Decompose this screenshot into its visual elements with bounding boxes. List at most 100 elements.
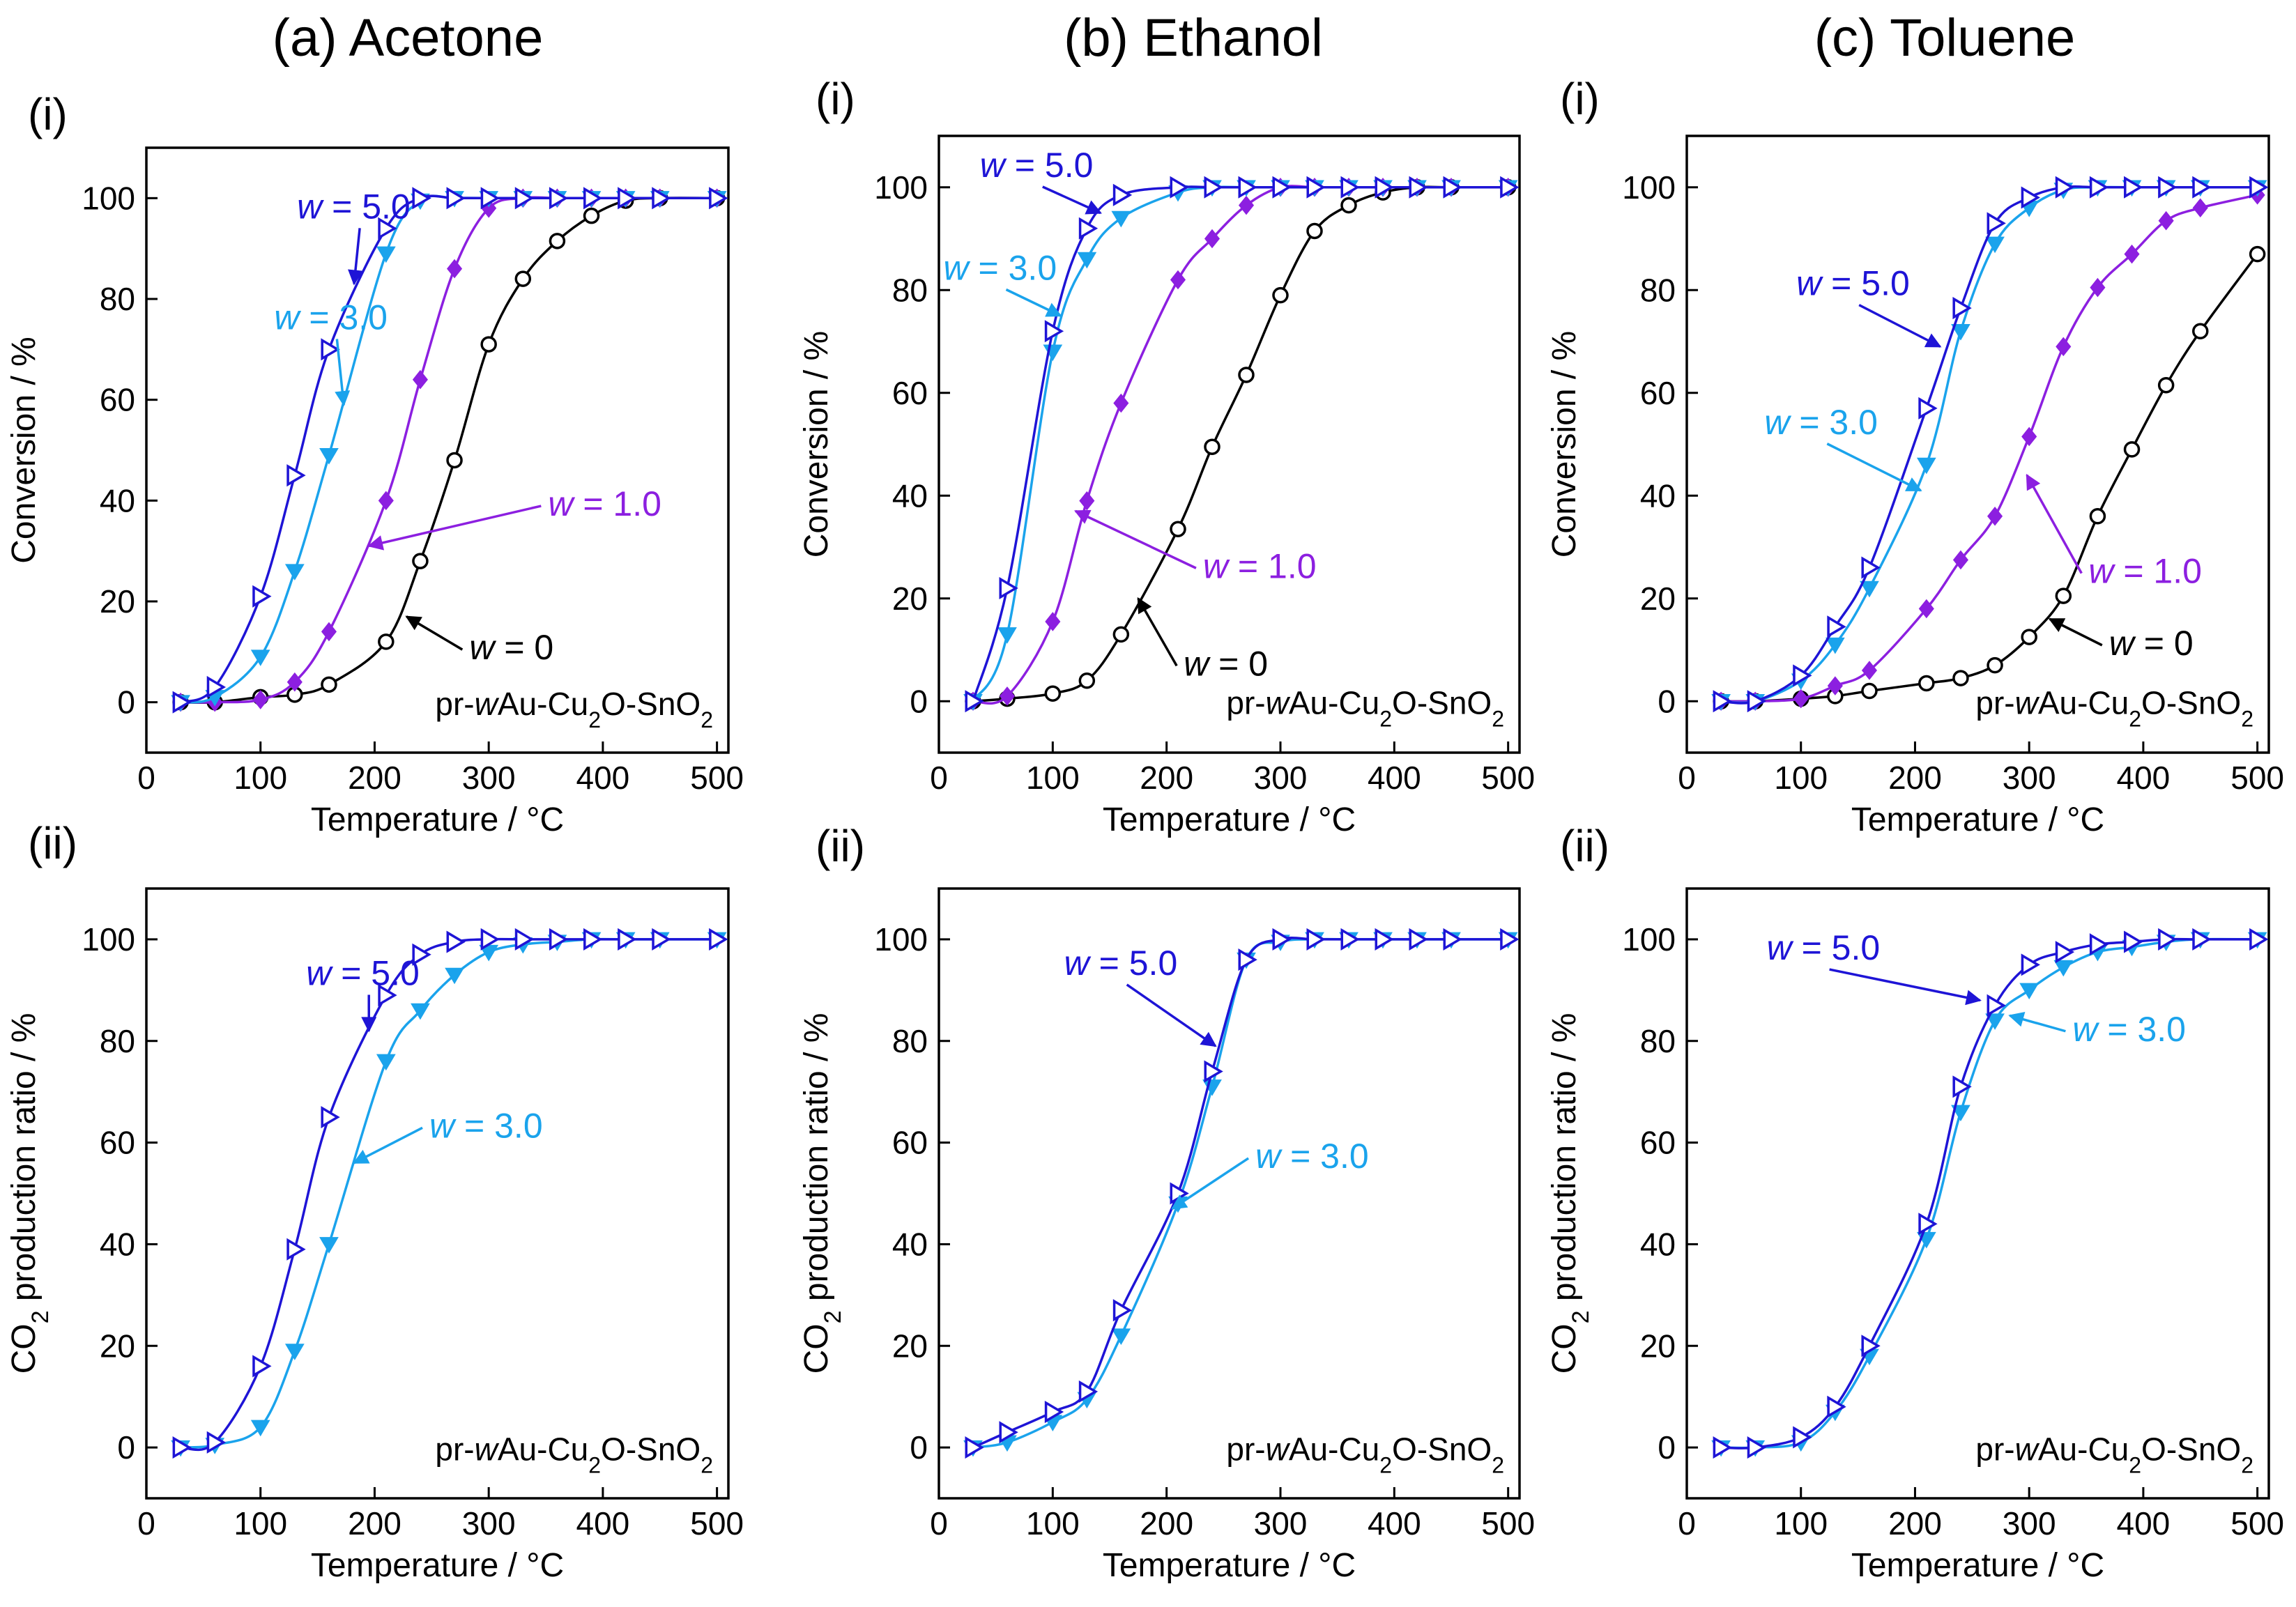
- x-tick-label-a-i-200: 200: [348, 760, 401, 796]
- data-point-c-i-w1-300: [2021, 426, 2037, 447]
- row-tag-i-ethanol: (i): [816, 74, 855, 124]
- annotation-label-c-i-w0: w = 0: [2109, 624, 2194, 663]
- column-title-ethanol: (b) Ethanol: [1064, 8, 1323, 68]
- data-point-a-ii-w3-270: [445, 967, 464, 985]
- y-tick-label-b-ii-0: 0: [910, 1429, 928, 1466]
- data-point-c-ii-w5-450: [2192, 928, 2212, 951]
- data-point-c-i-w5-450: [2192, 176, 2212, 199]
- data-point-a-ii-w3-210: [376, 1054, 396, 1071]
- y-tick-label-c-i-20: 20: [1640, 580, 1676, 617]
- plot-frame-b-ii: [937, 887, 1521, 1500]
- x-tick-label-a-ii-500: 500: [690, 1505, 744, 1541]
- x-tick-label-b-ii-500: 500: [1481, 1505, 1535, 1541]
- data-point-b-ii-w3-160: [1111, 1328, 1131, 1346]
- data-point-a-ii-w5-300: [480, 928, 500, 951]
- data-point-b-i-w5-420: [1409, 176, 1428, 199]
- annotation-label-c-ii-w3: w = 3.0: [2072, 1010, 2186, 1049]
- data-point-c-i-w1-270: [1987, 506, 2003, 526]
- y-axis-title-c-i: Conversion / %: [1546, 331, 1583, 558]
- data-point-a-i-w5-130: [286, 464, 306, 487]
- data-point-b-ii-w5-30: [965, 1436, 984, 1459]
- data-point-a-i-w3-160: [319, 447, 339, 465]
- data-point-b-i-w0-160: [1112, 626, 1130, 643]
- data-point-a-i-w0-270: [446, 452, 463, 469]
- data-point-a-i-w5-360: [549, 187, 569, 210]
- data-point-b-ii-w5-360: [1340, 928, 1360, 951]
- x-tick-label-b-i-400: 400: [1368, 760, 1421, 796]
- y-tick-label-c-ii-40: 40: [1640, 1226, 1676, 1262]
- x-tick-label-c-i-400: 400: [2117, 760, 2171, 796]
- series-line-c-i-w5: [1721, 185, 2258, 705]
- data-point-b-i-w1-270: [1238, 195, 1255, 215]
- data-point-c-ii-w5-100: [1793, 1426, 1812, 1449]
- x-tick-label-b-i-500: 500: [1481, 760, 1535, 796]
- y-tick-label-a-ii-40: 40: [100, 1226, 135, 1262]
- annotation-arrow-b-ii-w3: [1170, 1157, 1250, 1210]
- data-point-c-i-w0-330: [2055, 587, 2072, 604]
- data-point-b-i-w5-390: [1375, 176, 1394, 199]
- row-tag-i-acetone: (i): [28, 89, 68, 139]
- data-point-a-i-w1-240: [412, 369, 428, 390]
- data-point-c-i-w5-240: [1952, 297, 1972, 320]
- data-point-c-ii-w3-240: [1951, 1105, 1970, 1122]
- series-line-a-i-w0: [181, 197, 717, 704]
- data-point-a-i-w1-160: [321, 622, 337, 642]
- data-point-a-ii-w3-100: [250, 1420, 270, 1437]
- data-point-c-i-w5-30: [1713, 690, 1732, 713]
- annotation-arrow-c-ii-w5: [1829, 968, 1982, 1006]
- data-point-b-ii-w5-130: [1078, 1380, 1099, 1403]
- annotation-arrow-b-i-w0: [1137, 597, 1178, 667]
- data-point-c-i-w0-270: [1987, 656, 2003, 674]
- x-tick-label-c-ii-400: 400: [2117, 1505, 2171, 1541]
- annotation-label-b-i-w1: w = 1.0: [1203, 546, 1317, 585]
- y-tick-label-a-i-80: 80: [100, 281, 135, 317]
- y-axis-title-c-ii: CO2 production ratio / %: [1546, 1013, 1594, 1374]
- data-point-b-i-w5-100: [1044, 320, 1064, 343]
- data-point-a-ii-w5-210: [378, 984, 397, 1007]
- data-point-c-ii-w5-240: [1952, 1075, 1972, 1098]
- y-tick-label-a-ii-80: 80: [100, 1023, 135, 1059]
- x-axis-title-c-ii: Temperature / °C: [1851, 1547, 2104, 1584]
- sample-label-c-ii: pr-wAu-Cu2O-SnO2: [1975, 1431, 2253, 1477]
- data-point-c-i-w0-390: [2123, 441, 2141, 458]
- x-axis-title-b-i: Temperature / °C: [1103, 801, 1356, 838]
- data-point-b-i-w0-360: [1340, 197, 1357, 214]
- data-point-b-i-w1-60: [999, 686, 1016, 706]
- data-point-b-i-w0-270: [1238, 367, 1255, 383]
- data-point-b-i-w5-60: [999, 576, 1018, 600]
- data-point-a-i-w5-500: [709, 187, 728, 210]
- y-tick-label-c-ii-80: 80: [1640, 1023, 1676, 1059]
- x-tick-label-a-ii-300: 300: [462, 1505, 516, 1541]
- data-point-c-i-w1-130: [1827, 676, 1843, 695]
- panel-acetone-co2-ratio: 0 100 200 300 400 500 0 20 40 60 80 100 Temperature …: [6, 887, 744, 1584]
- data-point-a-i-w5-390: [583, 187, 603, 210]
- y-tick-label-a-i-0: 0: [117, 684, 135, 721]
- y-axis-title-b-i: Conversion / %: [798, 331, 835, 558]
- y-tick-label-c-i-60: 60: [1640, 375, 1676, 411]
- row-tag-ii-ethanol: (ii): [816, 821, 865, 871]
- data-point-a-i-w3-210: [376, 246, 396, 263]
- data-point-c-ii-w5-300: [2021, 953, 2040, 976]
- y-tick-label-b-i-80: 80: [892, 272, 928, 308]
- series-line-b-ii-w5: [972, 937, 1508, 1449]
- data-point-b-i-w5-450: [1443, 176, 1462, 199]
- data-point-b-i-w5-500: [1500, 176, 1520, 199]
- data-point-a-i-w0-360: [549, 233, 566, 249]
- data-point-c-i-w1-390: [2124, 244, 2140, 264]
- data-point-a-ii-w5-240: [412, 943, 431, 966]
- x-tick-label-c-i-200: 200: [1888, 760, 1942, 796]
- x-tick-label-b-i-200: 200: [1140, 760, 1193, 796]
- y-tick-label-b-i-100: 100: [874, 169, 928, 206]
- data-point-c-i-w0-160: [1861, 682, 1878, 700]
- data-point-a-ii-w5-450: [652, 928, 671, 951]
- data-point-c-ii-w3-270: [1985, 1013, 2005, 1030]
- annotation-arrow-b-i-w1: [1074, 509, 1197, 569]
- data-point-a-i-w5-420: [618, 187, 637, 210]
- data-point-a-ii-w5-130: [286, 1238, 306, 1261]
- data-point-c-i-w0-300: [2021, 629, 2037, 645]
- x-tick-label-c-ii-300: 300: [2003, 1505, 2056, 1541]
- data-point-b-i-w0-100: [1044, 685, 1062, 702]
- x-tick-label-c-i-100: 100: [1774, 760, 1828, 796]
- y-tick-label-a-ii-0: 0: [117, 1429, 135, 1466]
- data-point-c-i-w5-360: [2089, 176, 2109, 199]
